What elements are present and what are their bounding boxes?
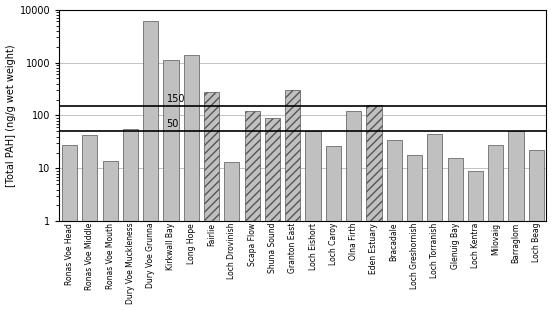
- Bar: [448, 158, 463, 310]
- Bar: [427, 134, 443, 310]
- Bar: [82, 135, 97, 310]
- Bar: [103, 161, 118, 310]
- Bar: [285, 90, 300, 310]
- Bar: [62, 145, 77, 310]
- Bar: [468, 171, 483, 310]
- Bar: [245, 111, 260, 310]
- Bar: [305, 131, 321, 310]
- Bar: [265, 118, 280, 310]
- Bar: [346, 111, 361, 310]
- Text: 50: 50: [167, 119, 179, 129]
- Bar: [163, 60, 179, 310]
- Bar: [367, 105, 381, 310]
- Bar: [529, 150, 544, 310]
- Bar: [204, 92, 219, 310]
- Bar: [184, 55, 199, 310]
- Bar: [386, 140, 402, 310]
- Bar: [488, 145, 503, 310]
- Bar: [508, 131, 524, 310]
- Bar: [326, 147, 341, 310]
- Bar: [123, 129, 138, 310]
- Text: 150: 150: [167, 94, 185, 104]
- Bar: [224, 162, 240, 310]
- Bar: [407, 155, 422, 310]
- Bar: [143, 21, 158, 310]
- Y-axis label: [Total PAH] (ng/g wet weight): [Total PAH] (ng/g wet weight): [6, 44, 15, 187]
